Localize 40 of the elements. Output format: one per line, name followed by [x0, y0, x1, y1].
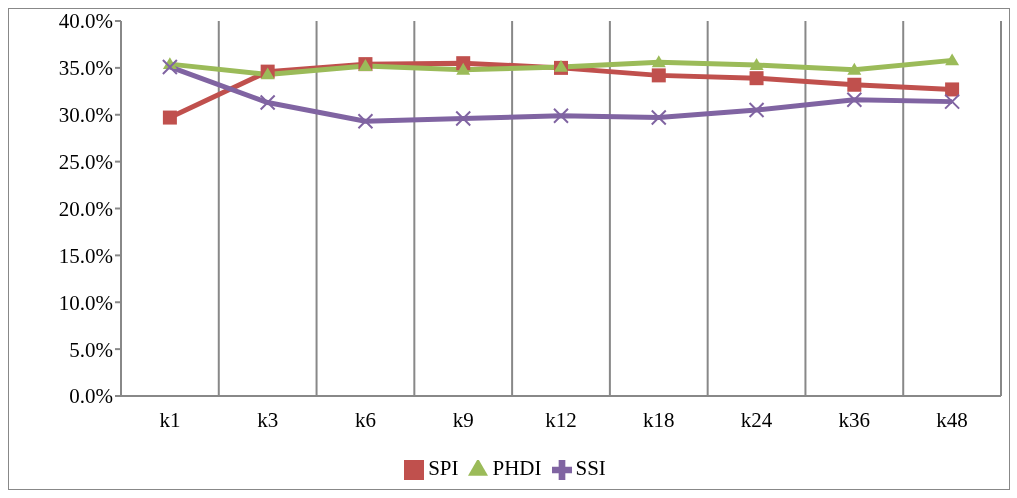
point [846, 91, 863, 108]
point [553, 107, 569, 124]
x-tick-label: k18 [643, 407, 675, 432]
point [945, 53, 960, 66]
point [357, 113, 374, 130]
y-tick-label: 40.0% [58, 9, 113, 34]
legend-label: SPI [428, 456, 459, 480]
point [749, 71, 764, 86]
point [651, 55, 666, 68]
point [259, 94, 276, 111]
legend-label: SSI [575, 456, 606, 480]
x-tick-label: k48 [936, 407, 968, 432]
y-tick-label: 35.0% [58, 56, 113, 81]
point [945, 82, 960, 97]
y-tick-label: 30.0% [58, 103, 113, 128]
point [161, 58, 178, 75]
x-tick-label: k36 [838, 407, 871, 432]
y-tick-label: 10.0% [58, 290, 113, 315]
legend-label: PHDI [492, 456, 542, 480]
x-tick-label: k1 [159, 407, 181, 432]
y-tick-label: 25.0% [58, 150, 113, 175]
x-tick-label: k3 [257, 407, 279, 432]
x-tick-label: k6 [354, 407, 376, 432]
x-tick-label: k24 [740, 407, 773, 432]
point [455, 110, 472, 127]
point [456, 62, 471, 75]
point [749, 58, 764, 70]
point [650, 109, 667, 126]
y-tick-label: 5.0% [69, 337, 113, 362]
y-tick-label: 0.0% [69, 384, 113, 409]
x-tick-label: k9 [452, 407, 474, 432]
x-tick-label: k12 [545, 407, 577, 432]
point [162, 110, 177, 125]
point [847, 77, 862, 92]
point [847, 62, 862, 75]
point [651, 68, 666, 83]
y-tick-label: 15.0% [58, 243, 113, 268]
point [748, 102, 765, 119]
y-tick-label: 20.0% [58, 196, 113, 221]
point [944, 93, 961, 110]
